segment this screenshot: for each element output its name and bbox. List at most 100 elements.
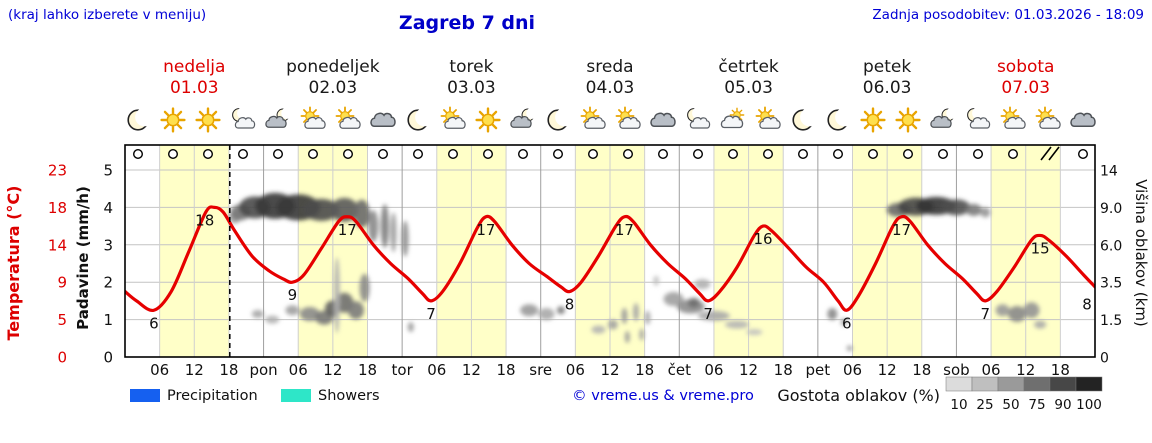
last-update: Zadnja posodobitev: 01.03.2026 - 18:09 — [872, 7, 1144, 23]
moon-cloud-icon — [968, 109, 991, 129]
day-abbr-label: tor — [392, 361, 414, 379]
sun-icon — [195, 107, 221, 133]
cloud-moon-icon — [265, 109, 289, 128]
day-abbr-label: čet — [668, 361, 691, 379]
calm-wind-icon — [308, 148, 319, 159]
precip-tick: 3 — [103, 236, 113, 254]
calm-wind-icon — [588, 148, 599, 159]
curve-labels: 6 18 9 17 7 17 8 17 7 16 6 17 7 15 8 — [149, 211, 1092, 332]
scale-value: 10 — [950, 397, 967, 413]
cloud-blob — [653, 275, 660, 286]
temp-value-label: 9 — [288, 286, 298, 304]
cloud-height-tick: 1.5 — [1100, 313, 1122, 329]
day-name: sreda — [586, 57, 633, 77]
temp-value-label: 7 — [981, 305, 991, 323]
cloud-blob — [725, 320, 750, 329]
cloud-blob — [1008, 305, 1027, 322]
calm-wind-icon — [202, 148, 213, 159]
scale-segment — [1075, 376, 1103, 392]
scale-value: 75 — [1028, 397, 1045, 413]
precip-tick: 4 — [103, 199, 113, 217]
cloud-blob — [251, 309, 264, 318]
cloud-blob — [965, 203, 982, 216]
cloud-height-tick: 6.0 — [1100, 238, 1122, 254]
cloud-blob — [401, 220, 409, 257]
cloud-blob — [368, 210, 379, 243]
scale-value: 100 — [1076, 397, 1102, 413]
hour-tick-label: 12 — [739, 361, 758, 379]
temp-value-label: 6 — [149, 314, 159, 332]
moon-icon — [548, 110, 568, 130]
cloud-density-scale: 10 25 50 75 90 100 — [945, 376, 1103, 413]
copyright[interactable]: © vreme.us & vreme.pro — [572, 388, 754, 404]
calm-wind-icon — [343, 148, 354, 159]
scale-segment — [971, 376, 999, 392]
cloud-icon — [1070, 112, 1096, 127]
calm-wind-icon — [237, 148, 248, 159]
hour-tick-label: 18 — [219, 361, 238, 379]
cloud-blob — [687, 297, 700, 308]
calm-wind-icon — [798, 148, 809, 159]
cloud-blob — [407, 322, 414, 333]
hour-tick-label: 06 — [704, 361, 723, 379]
calm-wind-icon — [553, 148, 564, 159]
cloud-height-tick: 9.0 — [1100, 201, 1122, 217]
hour-tick-label: 06 — [566, 361, 585, 379]
cloud-blob — [359, 273, 370, 302]
wind-symbols — [132, 146, 1088, 161]
wind-barb-icon — [1040, 146, 1060, 161]
temp-value-label: 17 — [476, 221, 495, 239]
day-date: 07.03 — [1001, 78, 1050, 98]
cloud-blob — [632, 303, 639, 322]
calm-wind-icon — [518, 148, 529, 159]
sun-cloud-icon — [755, 106, 781, 129]
temp-value-label: 18 — [195, 211, 214, 229]
calm-wind-icon — [833, 148, 844, 159]
sun-icon — [895, 107, 921, 133]
sun-cloud-icon — [300, 106, 326, 129]
temp-tick: 18 — [48, 199, 67, 217]
cloud-axis-ticks: 14 9.0 6.0 3.5 1.5 0 — [1100, 164, 1122, 367]
hour-tick-label: 06 — [982, 361, 1001, 379]
precip-axis-label: Padavine (mm/h) — [74, 186, 92, 330]
hour-tick-label: 12 — [878, 361, 897, 379]
cloud-blob — [995, 304, 1010, 317]
sun-icon — [475, 107, 501, 133]
temp-axis-label: Temperatura (°C) — [4, 186, 23, 341]
calm-wind-icon — [973, 148, 984, 159]
precipitation-swatch — [130, 389, 160, 402]
cloud-blob — [644, 310, 651, 325]
sun-cloud-icon — [1035, 106, 1061, 129]
day-name: petek — [863, 57, 911, 77]
cloud-blob — [621, 307, 628, 324]
showers-label: Showers — [318, 388, 380, 404]
cloud-height-tick: 3.5 — [1100, 276, 1122, 292]
menu-hint: (kraj lahko izberete v meniju) — [8, 7, 207, 23]
cloud-icon — [370, 112, 396, 127]
day-name: torek — [449, 57, 493, 77]
calm-wind-icon — [728, 148, 739, 159]
day-date: 06.03 — [863, 78, 912, 98]
cloud-blob — [556, 306, 565, 315]
cloud-blob — [607, 319, 618, 330]
temp-value-label: 8 — [565, 296, 575, 314]
cloud-icon — [650, 112, 676, 127]
hour-tick-label: 12 — [185, 361, 204, 379]
day-abbr-label: pet — [806, 361, 831, 379]
hour-tick-label: 12 — [1016, 361, 1035, 379]
hour-tick-label: 18 — [497, 361, 516, 379]
calm-wind-icon — [273, 148, 284, 159]
temp-value-label: 6 — [842, 314, 852, 332]
cloud-blob — [846, 345, 853, 352]
moon-icon — [828, 110, 848, 130]
hour-tick-label: 06 — [427, 361, 446, 379]
cloud-moon-icon — [510, 109, 534, 128]
day-date: 01.03 — [170, 78, 219, 98]
cloud-blob — [697, 310, 730, 321]
temp-value-label: 8 — [1082, 296, 1092, 314]
cloud-blob — [380, 204, 389, 249]
temp-value-label: 17 — [338, 221, 357, 239]
hour-tick-label: 18 — [1051, 361, 1070, 379]
